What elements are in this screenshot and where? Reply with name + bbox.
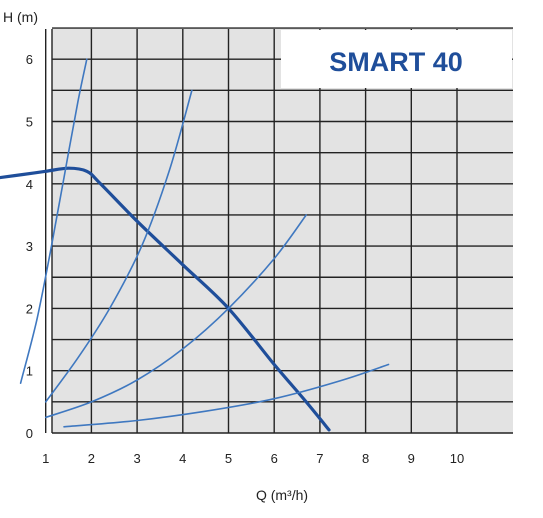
x-tick-label: 2 xyxy=(88,451,95,466)
x-tick-label: 1 xyxy=(42,451,49,466)
x-tick-label: 3 xyxy=(133,451,140,466)
x-tick-label: 8 xyxy=(362,451,369,466)
system-curve-line-1 xyxy=(19,58,88,384)
x-axis-label: Q (m³/h) xyxy=(256,487,308,503)
y-tick-label: 5 xyxy=(26,115,33,130)
series-group xyxy=(0,58,390,432)
system-curve-line-2 xyxy=(44,89,193,403)
x-tick-label: 4 xyxy=(179,451,186,466)
x-tick-label: 9 xyxy=(408,451,415,466)
system-curve-line-3 xyxy=(44,214,307,419)
pump-curve-line xyxy=(0,166,331,432)
x-tick-label: 5 xyxy=(225,451,232,466)
y-tick-label: 4 xyxy=(26,177,33,192)
y-tick-labels: 0 1 2 3 4 5 6 xyxy=(26,52,33,441)
grid-lines xyxy=(45,27,513,434)
y-axis-label: H (m) xyxy=(3,9,38,25)
x-tick-labels: 1 2 3 4 5 6 7 8 9 10 xyxy=(42,451,464,466)
y-tick-label: 6 xyxy=(26,52,33,67)
x-tick-label: 10 xyxy=(450,451,464,466)
title-box xyxy=(281,30,512,88)
x-tick-label: 6 xyxy=(271,451,278,466)
y-tick-label: 2 xyxy=(26,301,33,316)
x-tick-label: 7 xyxy=(316,451,323,466)
y-tick-label: 3 xyxy=(26,239,33,254)
chart-title: SMART 40 xyxy=(329,47,463,77)
system-curve-line-4 xyxy=(63,363,390,428)
plot-background xyxy=(52,29,513,433)
y-tick-label: 1 xyxy=(26,364,33,379)
y-tick-label: 0 xyxy=(26,426,33,441)
